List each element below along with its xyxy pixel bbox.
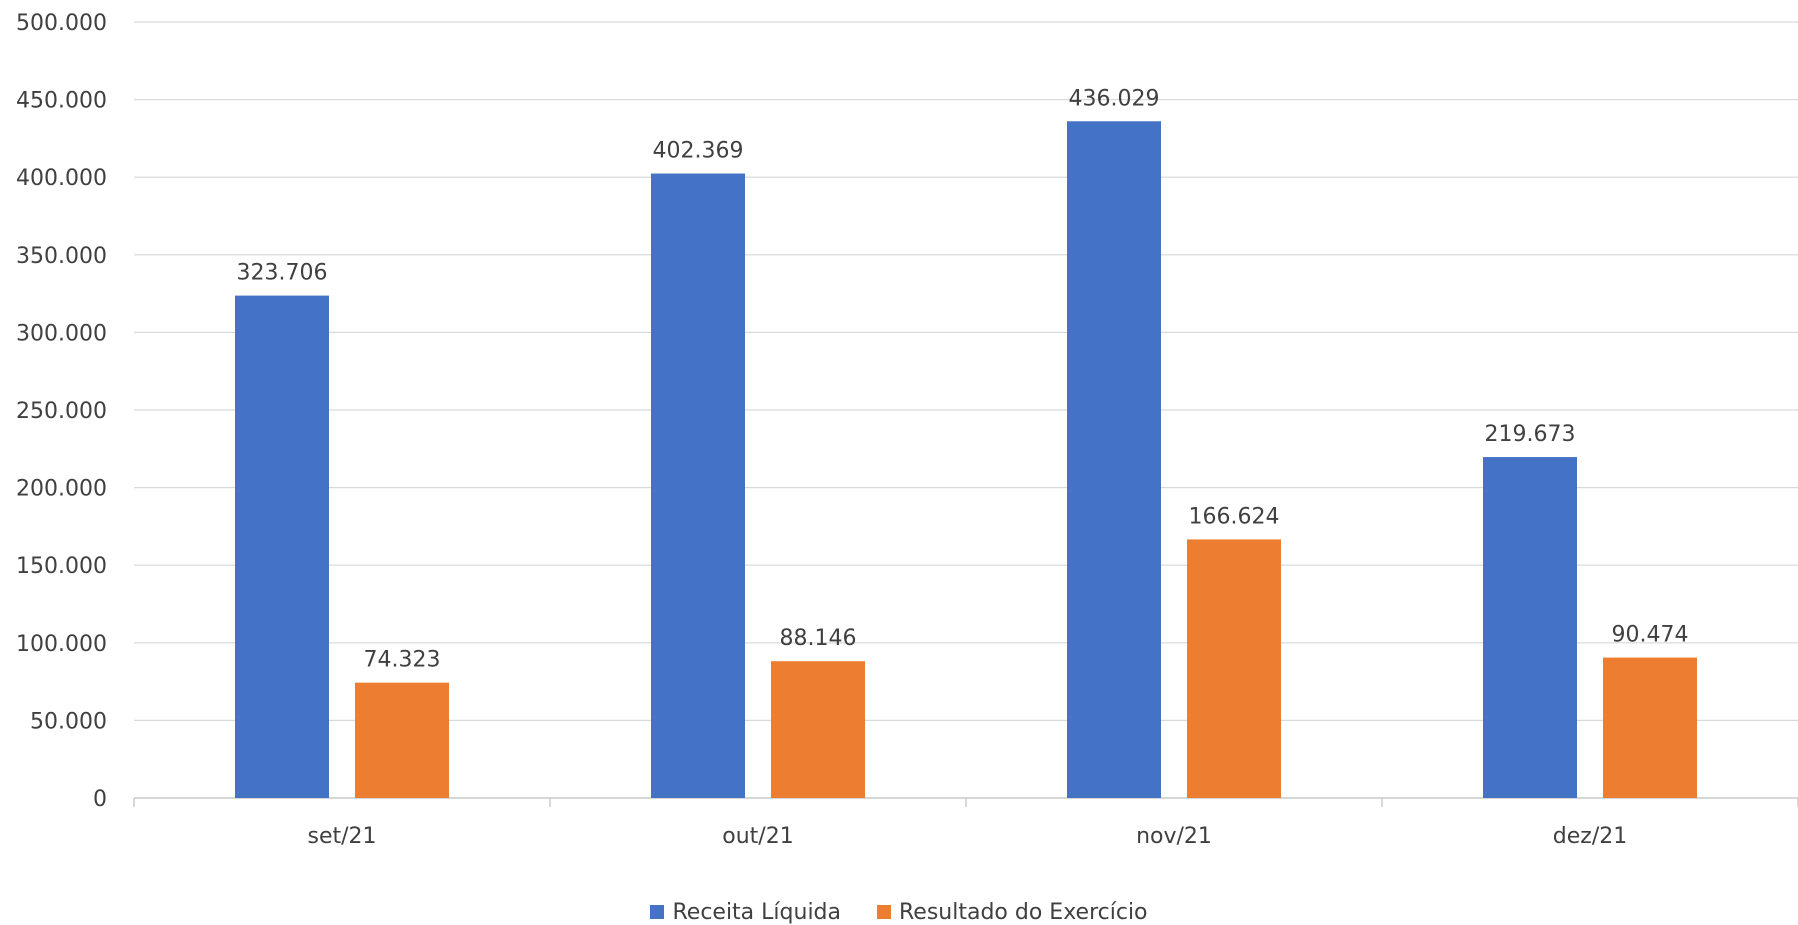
bar-series-1 [235, 295, 329, 798]
data-label: 219.673 [1485, 422, 1576, 447]
legend-swatch-series-2 [877, 905, 891, 919]
y-tick-label: 50.000 [30, 709, 107, 734]
bar-series-1 [651, 173, 745, 798]
bar-series-2 [355, 682, 449, 798]
y-tick-label: 450.000 [16, 89, 107, 114]
bar-series-1 [1483, 457, 1577, 798]
data-label: 436.029 [1069, 86, 1160, 111]
data-label: 88.146 [780, 626, 857, 651]
y-tick-label: 250.000 [16, 399, 107, 424]
bar-series-1 [1067, 121, 1161, 799]
data-labels: 323.706 74.323 402.369 88.146 436.029 166.624… [237, 86, 1689, 672]
y-axis: 0 50.000 100.000 150.000 200.000 250.000 300.0… [16, 11, 107, 812]
y-tick-label: 500.000 [16, 11, 107, 36]
bar-series-2 [1187, 539, 1281, 798]
y-tick-label: 0 [93, 787, 107, 812]
x-tick-label: nov/21 [1136, 824, 1212, 849]
y-tick-label: 400.000 [16, 166, 107, 191]
bar-series-2 [771, 661, 865, 798]
legend-swatch-series-1 [650, 905, 665, 919]
y-tick-label: 350.000 [16, 244, 107, 269]
y-tick-label: 100.000 [16, 632, 107, 657]
data-label: 166.624 [1189, 504, 1280, 529]
x-tick-label: dez/21 [1553, 824, 1627, 849]
legend-item-series-2: Resultado do Exercício [877, 900, 1148, 925]
legend-label-series-2: Resultado do Exercício [899, 899, 1148, 925]
x-tick-label: set/21 [307, 824, 376, 849]
data-label: 323.706 [237, 261, 328, 286]
legend: Receita Líquida Resultado do Exercício [0, 899, 1798, 925]
bar-series-2 [1603, 657, 1697, 798]
data-label: 74.323 [364, 648, 441, 673]
y-tick-label: 200.000 [16, 477, 107, 502]
x-tick-label: out/21 [722, 824, 793, 849]
data-label: 90.474 [1612, 623, 1689, 648]
y-tick-label: 300.000 [16, 321, 107, 346]
x-axis: set/21 out/21 nov/21 dez/21 [133, 798, 1798, 849]
y-tick-label: 150.000 [16, 554, 107, 579]
bars [235, 121, 1697, 799]
legend-label-series-1: Receita Líquida [672, 899, 841, 925]
data-label: 402.369 [653, 139, 744, 164]
legend-item-series-1: Receita Líquida [650, 900, 841, 925]
